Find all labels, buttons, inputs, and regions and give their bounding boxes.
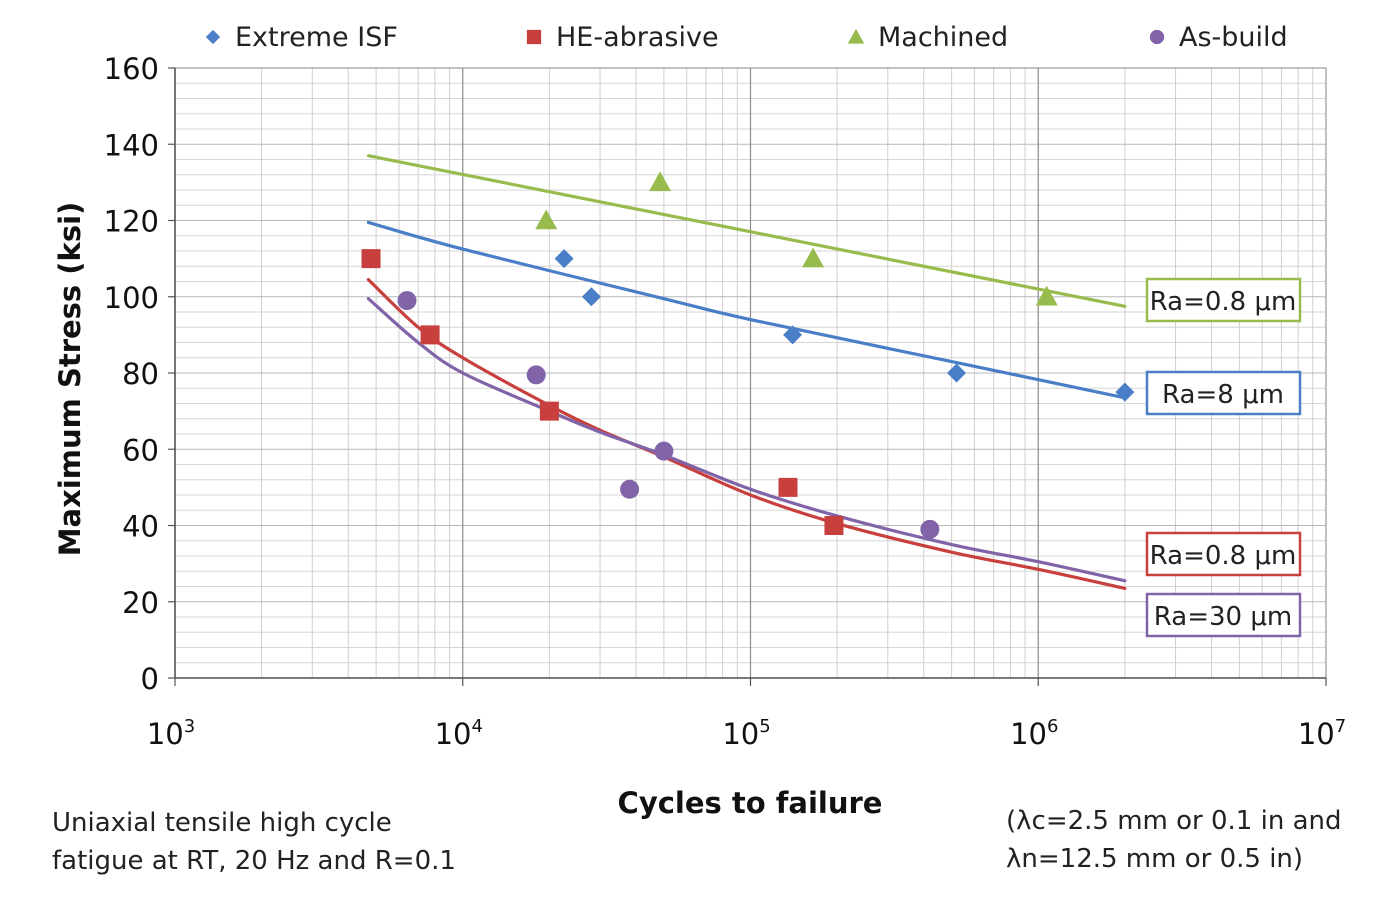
trendline-label-text: Ra=0.8 μm	[1150, 541, 1297, 571]
trendline-label: Ra=0.8 μm	[1145, 531, 1302, 577]
trendline-label-box	[1145, 531, 1302, 577]
data-point	[554, 249, 574, 269]
trendline	[366, 220, 1127, 400]
left-annotation: Uniaxial tensile high cycle fatigue at R…	[52, 804, 456, 880]
y-axis-ticks: 0 20 40 60 80 100 120 140 160	[104, 52, 175, 696]
trendline-label-text: Ra=30 μm	[1154, 602, 1292, 632]
y-tick-label: 0	[141, 662, 159, 696]
legend-label: HE-abrasive	[556, 22, 719, 53]
x-axis-ticks: 103 104 105 106 107	[147, 678, 1346, 751]
trendline	[366, 154, 1127, 308]
y-tick-label: 80	[122, 357, 159, 391]
left-annotation-line-2: fatigue at RT, 20 Hz and R=0.1	[52, 846, 456, 876]
y-tick-label: 60	[122, 433, 159, 467]
x-tick-label: 104	[435, 716, 483, 751]
data-point	[802, 247, 825, 268]
data-point	[1035, 285, 1058, 306]
data-point	[420, 325, 440, 345]
data-point	[947, 363, 967, 383]
y-tick-label: 20	[122, 586, 159, 620]
legend-item: As-build	[1149, 22, 1288, 53]
y-tick-label: 160	[104, 52, 159, 86]
trendline-label-box	[1145, 370, 1302, 416]
data-point	[535, 209, 558, 230]
data-points	[361, 171, 1135, 539]
x-tick-label: 107	[1298, 716, 1346, 751]
legend-item: Extreme ISF	[205, 22, 398, 53]
x-tick-label: 106	[1010, 716, 1058, 751]
trendline	[366, 277, 1127, 591]
trendline-label: Ra=0.8 μm	[1145, 277, 1302, 323]
trendline-label-text: Ra=8 μm	[1162, 380, 1284, 410]
legend-marker	[1149, 29, 1165, 45]
data-point	[920, 519, 940, 539]
legend-label: As-build	[1179, 22, 1288, 53]
legend-marker	[847, 28, 865, 44]
data-point	[526, 365, 546, 385]
legend-label: Extreme ISF	[235, 22, 398, 53]
right-annotation-line-2: λn=12.5 mm or 0.5 in)	[1006, 844, 1304, 874]
trendline-label-box	[1145, 277, 1302, 323]
data-point	[361, 249, 381, 269]
data-point	[1115, 382, 1135, 402]
legend-marker	[205, 29, 221, 45]
data-point	[824, 516, 844, 535]
left-annotation-line-1: Uniaxial tensile high cycle	[52, 808, 392, 838]
right-annotation: (λc=2.5 mm or 0.1 in and λn=12.5 mm or 0…	[1006, 802, 1342, 878]
trendline-labels: Ra=0.8 μm Ra=8 μm Ra=0.8 μm Ra=30 μm	[1145, 277, 1302, 638]
x-axis-label: Cycles to failure	[617, 786, 883, 820]
data-point	[539, 401, 559, 421]
data-point	[581, 287, 601, 307]
legend-item: Machined	[847, 22, 1008, 53]
trendline-label-text: Ra=0.8 μm	[1150, 287, 1297, 317]
right-annotation-line-1: (λc=2.5 mm or 0.1 in and	[1006, 806, 1342, 836]
y-tick-label: 40	[122, 510, 159, 544]
data-point	[783, 325, 803, 345]
y-axis-label: Maximum Stress (ksi)	[53, 201, 87, 557]
legend-label: Machined	[878, 22, 1008, 53]
data-point	[654, 441, 674, 461]
x-tick-label: 105	[722, 716, 770, 751]
y-tick-label: 140	[104, 128, 159, 162]
data-point	[397, 291, 417, 311]
trendlines	[366, 154, 1127, 591]
trendline	[366, 297, 1127, 583]
trendline-label-box	[1145, 592, 1302, 638]
trendline-label: Ra=30 μm	[1145, 592, 1302, 638]
y-tick-label: 120	[104, 205, 159, 239]
x-tick-label: 103	[147, 716, 195, 751]
legend: Extreme ISF HE-abrasive Machined As-build	[205, 22, 1288, 53]
y-tick-label: 100	[104, 281, 159, 315]
trendline-label: Ra=8 μm	[1145, 370, 1302, 416]
legend-marker	[526, 29, 542, 45]
data-point	[620, 479, 640, 499]
data-point	[649, 171, 672, 192]
legend-item: HE-abrasive	[526, 22, 719, 53]
data-point	[778, 477, 798, 497]
